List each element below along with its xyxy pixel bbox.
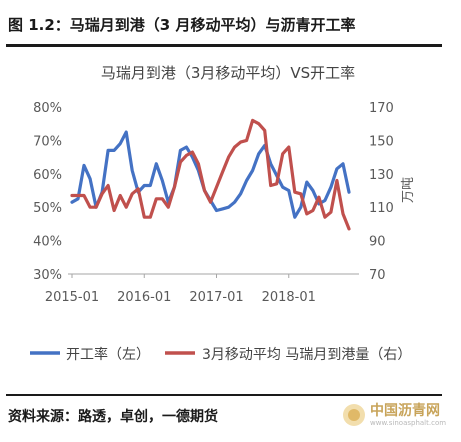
watermark-text: 中国沥青网 [370,403,440,419]
y-right-tick-label: 90 [369,235,386,250]
watermark-subtext: www.sinoasphalt.com [370,419,447,427]
top-rule [6,44,442,47]
y-left-tick-label: 70% [33,134,62,149]
y-left-tick-label: 60% [33,168,62,183]
y-right-tick-label: 70 [369,268,386,283]
x-tick-label: 2015-01 [45,290,99,305]
chart-title: 马瑞月到港（3月移动平均）VS开工率 [101,64,355,82]
series-line-daogang [70,118,351,231]
y-right-tick-label: 110 [369,201,394,216]
y-right-axis-label: 万吨 [401,177,416,203]
legend-label: 3月移动平均 马瑞月到港量（右） [202,347,411,363]
x-tick-label: 2018-01 [262,290,316,305]
y-right-tick-label: 150 [369,134,394,149]
y-right-tick-label: 170 [369,101,394,116]
y-right-tick-label: 130 [369,168,394,183]
y-left-tick-label: 80% [33,101,62,116]
watermark: 中国沥青网 www.sinoasphalt.com [340,398,452,434]
y-left-tick-label: 30% [33,268,62,283]
source-note: 资料来源：路透，卓创，一德期货 [8,409,218,425]
legend-label: 开工率（左） [66,346,150,363]
chart-area: 马瑞月到港（3月移动平均）VS开工率 30% 40% 50% 60% 70% 80% 70 90… [30,64,416,363]
bottom-rule [6,394,442,396]
y-left-tick-label: 50% [33,201,62,216]
x-tick-label: 2016-01 [117,290,171,305]
x-tick-label: 2017-01 [189,290,243,305]
y-left-tick-label: 40% [33,235,62,250]
figure-title: 图 1.2：马瑞月到港（3 月移动平均）与沥青开工率 [8,16,356,34]
watermark-logo-icon [343,404,365,426]
